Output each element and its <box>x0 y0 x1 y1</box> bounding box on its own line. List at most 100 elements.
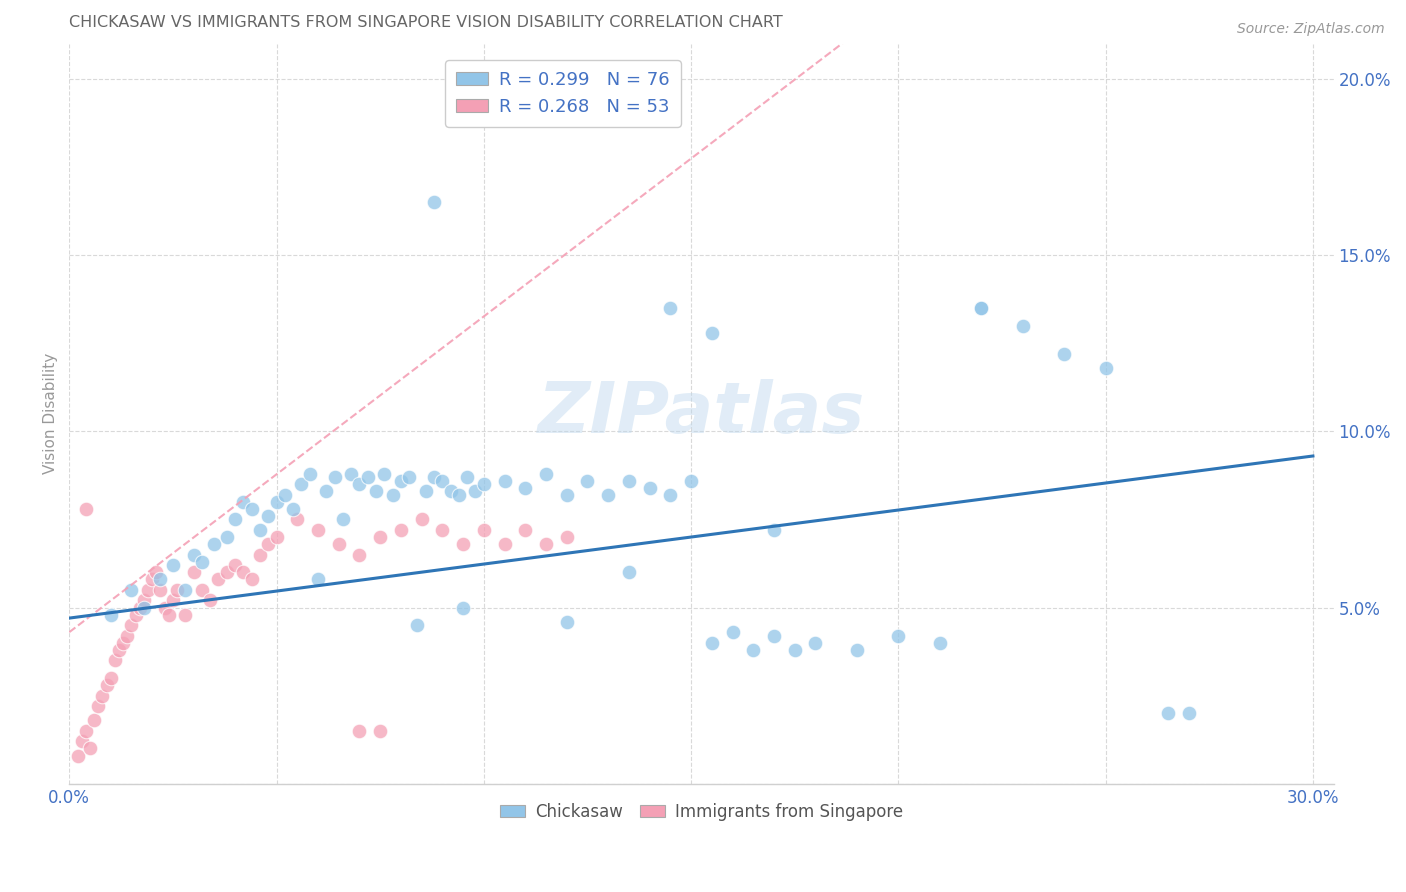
Point <box>153 600 176 615</box>
Point <box>700 636 723 650</box>
Point <box>266 530 288 544</box>
Point <box>100 671 122 685</box>
Point <box>117 629 139 643</box>
Point <box>340 467 363 481</box>
Point <box>332 512 354 526</box>
Point <box>357 470 380 484</box>
Point <box>141 572 163 586</box>
Point <box>515 481 537 495</box>
Point <box>183 548 205 562</box>
Point <box>451 600 474 615</box>
Point <box>202 537 225 551</box>
Point <box>266 495 288 509</box>
Text: ZIPatlas: ZIPatlas <box>537 379 865 448</box>
Point <box>132 593 155 607</box>
Point <box>349 548 371 562</box>
Point <box>315 484 337 499</box>
Point <box>638 481 661 495</box>
Point <box>290 477 312 491</box>
Point <box>100 607 122 622</box>
Point <box>124 607 146 622</box>
Point <box>257 508 280 523</box>
Point <box>451 537 474 551</box>
Text: CHICKASAW VS IMMIGRANTS FROM SINGAPORE VISION DISABILITY CORRELATION CHART: CHICKASAW VS IMMIGRANTS FROM SINGAPORE V… <box>69 15 783 30</box>
Point <box>928 636 950 650</box>
Point <box>555 615 578 629</box>
Point <box>323 470 346 484</box>
Point <box>162 558 184 573</box>
Point <box>700 326 723 340</box>
Point <box>112 636 135 650</box>
Point <box>75 723 97 738</box>
Point <box>232 566 254 580</box>
Point <box>368 723 391 738</box>
Point <box>456 470 478 484</box>
Point <box>120 618 142 632</box>
Point <box>494 474 516 488</box>
Point <box>132 600 155 615</box>
Point <box>721 625 744 640</box>
Point <box>307 523 329 537</box>
Point <box>373 467 395 481</box>
Point <box>1053 347 1076 361</box>
Legend: Chickasaw, Immigrants from Singapore: Chickasaw, Immigrants from Singapore <box>494 796 910 827</box>
Point <box>576 474 599 488</box>
Point <box>149 582 172 597</box>
Point <box>406 618 429 632</box>
Point <box>224 512 246 526</box>
Point <box>232 495 254 509</box>
Point <box>83 714 105 728</box>
Point <box>472 523 495 537</box>
Point <box>328 537 350 551</box>
Point <box>136 582 159 597</box>
Point <box>281 501 304 516</box>
Point <box>307 572 329 586</box>
Point <box>298 467 321 481</box>
Point <box>162 593 184 607</box>
Point <box>224 558 246 573</box>
Point <box>447 488 470 502</box>
Point <box>1177 706 1199 721</box>
Point <box>257 537 280 551</box>
Point <box>555 488 578 502</box>
Point <box>1011 318 1033 333</box>
Point <box>398 470 420 484</box>
Point <box>423 195 446 210</box>
Point <box>1157 706 1180 721</box>
Point <box>783 642 806 657</box>
Point <box>240 572 263 586</box>
Point <box>240 501 263 516</box>
Point <box>804 636 827 650</box>
Point <box>120 582 142 597</box>
Point <box>432 474 454 488</box>
Point <box>472 477 495 491</box>
Point <box>762 629 785 643</box>
Point <box>285 512 308 526</box>
Point <box>389 523 412 537</box>
Point <box>534 467 557 481</box>
Point <box>494 537 516 551</box>
Point <box>75 501 97 516</box>
Point <box>249 548 271 562</box>
Point <box>91 689 114 703</box>
Point <box>249 523 271 537</box>
Point <box>215 566 238 580</box>
Point <box>381 488 404 502</box>
Point <box>515 523 537 537</box>
Point <box>659 488 682 502</box>
Point <box>970 301 993 315</box>
Point <box>145 566 167 580</box>
Point <box>432 523 454 537</box>
Point <box>681 474 703 488</box>
Point <box>166 582 188 597</box>
Point <box>440 484 463 499</box>
Point <box>887 629 910 643</box>
Point <box>191 582 214 597</box>
Point <box>555 530 578 544</box>
Point <box>617 566 640 580</box>
Point <box>534 537 557 551</box>
Point <box>368 530 391 544</box>
Point <box>659 301 682 315</box>
Point <box>87 699 110 714</box>
Point <box>79 741 101 756</box>
